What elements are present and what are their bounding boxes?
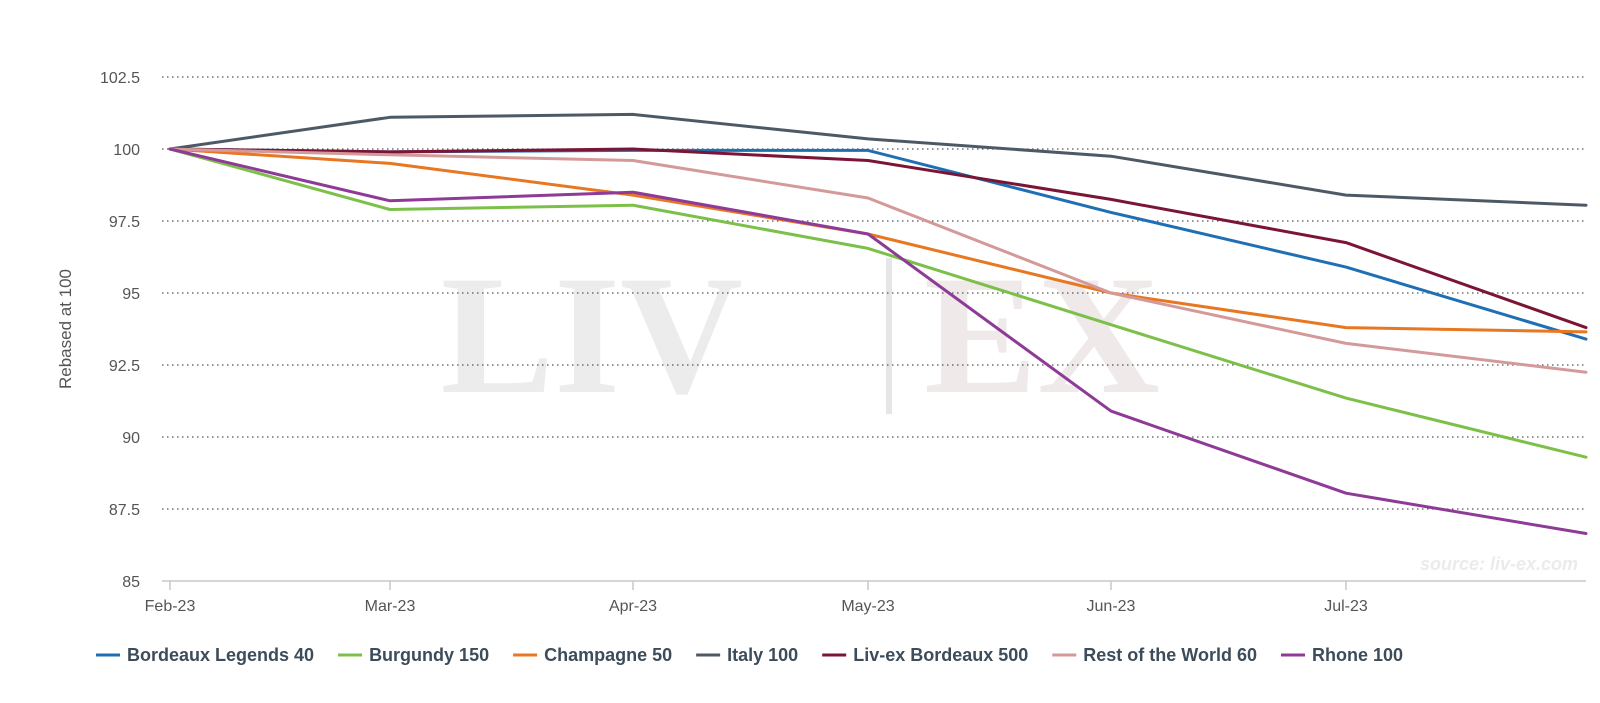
x-tick-label: Mar-23: [365, 598, 416, 615]
legend-item-rhone-100[interactable]: Rhone 100: [1280, 645, 1403, 665]
legend-label: Rhone 100: [1312, 645, 1403, 665]
legend-label: Burgundy 150: [369, 645, 489, 665]
y-tick-label: 100: [113, 142, 140, 159]
y-tick-label: 95: [122, 286, 140, 303]
y-tick-label: 92.5: [109, 358, 140, 375]
legend-item-liv-ex-bordeaux-500[interactable]: Liv-ex Bordeaux 500: [822, 645, 1028, 665]
watermark-left: LIV: [441, 241, 743, 429]
x-axis: Feb-23 Mar-23 Apr-23 May-23 Jun-23 Jul-23: [145, 580, 1586, 615]
x-tick-label: Jun-23: [1087, 598, 1136, 615]
series-line-burgundy-150: [168, 147, 1588, 459]
y-tick-label: 97.5: [109, 214, 140, 231]
y-tick-label: 90: [122, 430, 140, 447]
y-axis-ticks: 85 87.5 90 92.5 95 97.5 100 102.5: [100, 70, 140, 591]
y-gridlines: [162, 76, 1586, 510]
legend-label: Italy 100: [727, 645, 798, 665]
legend-label: Rest of the World 60: [1083, 645, 1257, 665]
legend-label: Bordeaux Legends 40: [127, 645, 314, 665]
watermark-divider: [886, 258, 892, 414]
legend-item-burgundy-150[interactable]: Burgundy 150: [338, 645, 489, 665]
y-tick-label: 87.5: [109, 502, 140, 519]
x-tick-label: Apr-23: [609, 598, 657, 615]
series-line-rhone-100: [168, 147, 1588, 535]
series-line-rest-of-the-world-60: [168, 147, 1588, 374]
series-line-liv-ex-bordeaux-500: [168, 147, 1588, 330]
legend-item-italy-100[interactable]: Italy 100: [696, 645, 798, 665]
x-tick-label: Jul-23: [1324, 598, 1368, 615]
legend-label: Champagne 50: [544, 645, 672, 665]
series-lines: [168, 112, 1588, 535]
legend[interactable]: Bordeaux Legends 40 Burgundy 150 Champagne…: [96, 645, 1403, 665]
watermark: LIV EX: [441, 241, 1161, 429]
y-tick-label: 85: [122, 574, 140, 591]
x-tick-label: May-23: [841, 598, 894, 615]
x-tick-label: Feb-23: [145, 598, 196, 615]
legend-label: Liv-ex Bordeaux 500: [853, 645, 1028, 665]
source-note: source: liv-ex.com: [1420, 554, 1578, 574]
series-line-italy-100: [168, 112, 1588, 207]
legend-item-rest-of-the-world-60[interactable]: Rest of the World 60: [1052, 645, 1257, 665]
series-line-bordeaux-legends-40: [168, 147, 1588, 341]
y-axis-title: Rebased at 100: [56, 269, 75, 389]
legend-item-bordeaux-legends-40[interactable]: Bordeaux Legends 40: [96, 645, 314, 665]
y-tick-label: 102.5: [100, 70, 140, 87]
legend-item-champagne-50[interactable]: Champagne 50: [513, 645, 672, 665]
watermark-right: EX: [924, 241, 1160, 429]
